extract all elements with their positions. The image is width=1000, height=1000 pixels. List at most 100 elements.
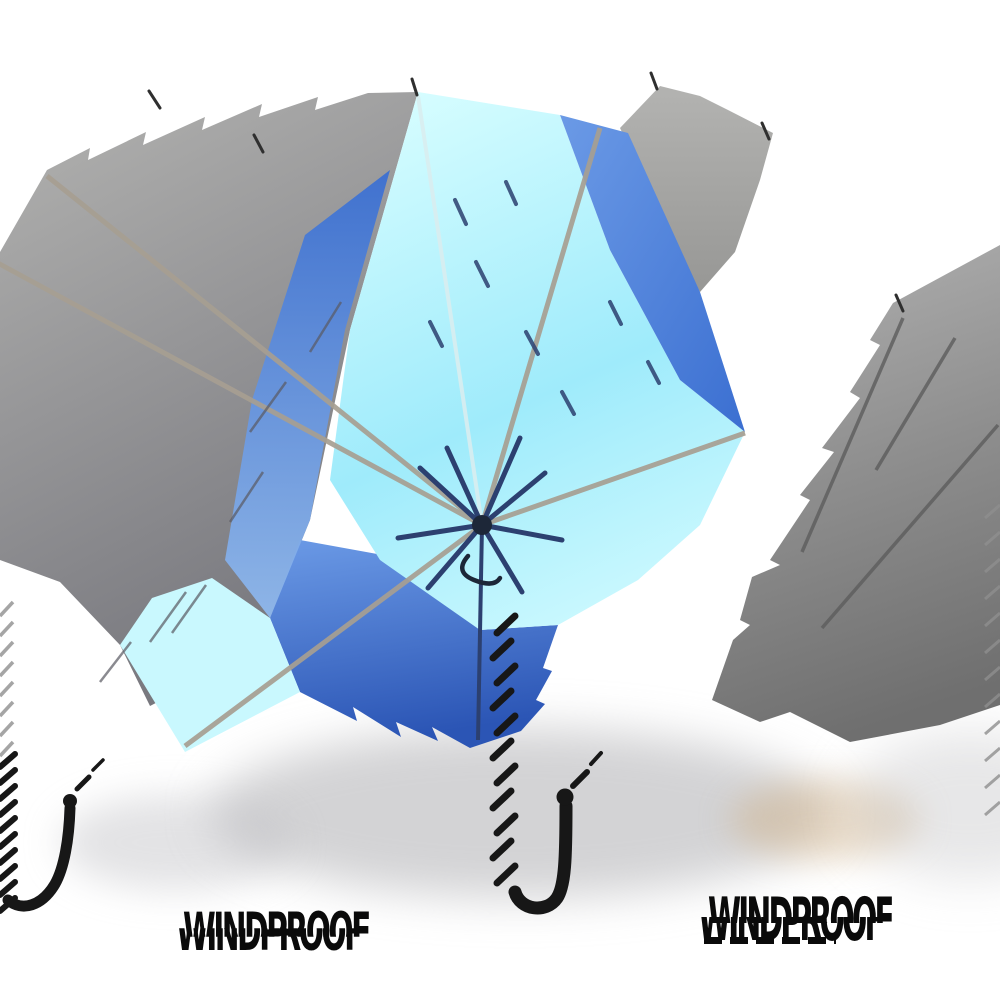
handle-shaft-dash — [489, 837, 515, 862]
hub-spring-curl — [460, 553, 503, 586]
rib-line-navy — [476, 524, 484, 741]
rib-line — [874, 337, 957, 471]
watermark-text-slice: WINDPROOF — [183, 902, 369, 963]
handle-shaft-dash — [489, 737, 515, 762]
glitch-stripe — [984, 530, 1000, 547]
streak — [170, 584, 208, 634]
floor-shadow-left — [60, 795, 290, 890]
stretcher — [425, 522, 485, 591]
glitch-stripe — [0, 620, 15, 638]
handle-shaft-dash — [489, 787, 515, 812]
umbrella-hub — [472, 515, 492, 535]
floor-shadow-main — [210, 728, 830, 898]
stretcher — [479, 522, 525, 595]
handle-ghost-left — [0, 751, 105, 914]
rib-tip — [894, 293, 905, 313]
glitch-stripe — [984, 746, 1000, 763]
rib-line — [820, 423, 1000, 630]
canopy-panel-blue-lower — [270, 540, 558, 748]
glitch-shard — [646, 360, 661, 385]
ghost-dash — [0, 831, 18, 850]
glitch-stripes-right-edge — [984, 503, 1000, 817]
handle-shaft-dash — [493, 812, 519, 837]
handle-shaft-dash — [493, 712, 519, 737]
ghost-tip-dash — [74, 774, 92, 792]
rib-tip-ticks — [147, 71, 905, 313]
watermark-windproof-right: WINDPROOF WINDPROOF — [698, 885, 898, 955]
glitch-stripe — [0, 640, 15, 658]
canopy-panel-gray-wedge — [620, 86, 773, 292]
watermark-text-slice: WINDPROOF — [708, 885, 892, 955]
ghost-dash — [0, 751, 18, 770]
glitch-stripe — [984, 773, 1000, 790]
handle-tip-dash — [589, 751, 603, 766]
ghost-tip-dash — [91, 758, 105, 772]
glitch-shard — [428, 320, 444, 348]
handle-shaft-dash — [493, 662, 519, 687]
streak — [248, 381, 288, 433]
handle-shaft-dash — [493, 862, 519, 887]
ghost-dash — [0, 799, 18, 818]
rib-line — [45, 174, 484, 527]
canopy-panel-gray-right — [712, 245, 1000, 742]
stretcher — [395, 522, 485, 541]
glitch-stripe — [0, 700, 15, 718]
rib-tip — [252, 133, 265, 154]
glitch-stripe — [984, 611, 1000, 628]
glitch-stripe — [0, 680, 15, 698]
umbrella-canopy — [0, 86, 1000, 752]
rib-line — [0, 261, 484, 528]
handle-hook — [508, 799, 573, 915]
rib-tip — [760, 121, 771, 141]
glitch-stripe — [0, 720, 15, 738]
streak — [228, 471, 265, 523]
glitch-stripe — [984, 692, 1000, 709]
umbrella-ribs — [0, 127, 746, 749]
glitch-stripe — [984, 719, 1000, 736]
stretcher — [479, 522, 565, 543]
ghost-dash — [0, 863, 18, 882]
ghost-dash — [0, 767, 18, 786]
handle-tip — [556, 788, 574, 806]
handle-tip-dash — [570, 769, 590, 789]
ghost-hook — [2, 802, 76, 912]
glitch-shard — [504, 180, 518, 206]
stretcher — [479, 470, 548, 528]
stretcher — [417, 465, 485, 528]
hub-stretchers — [395, 435, 565, 595]
rib-tip — [649, 71, 659, 91]
rib-line — [481, 430, 746, 528]
watermark-text-slice: WINDPROOF — [176, 902, 362, 963]
handle-shaft-dash — [493, 612, 519, 637]
rib-tip — [147, 89, 162, 110]
rib-line — [479, 127, 603, 526]
streak — [148, 591, 188, 643]
streak — [99, 641, 132, 683]
glitch-rib-shards — [428, 180, 661, 416]
umbrella-handle — [489, 612, 603, 915]
rib-line-pale — [416, 95, 484, 526]
glitch-stripe — [0, 740, 15, 758]
ghost-dash — [0, 879, 18, 898]
handle-shaft-dash — [489, 687, 515, 712]
handle-shaft-dash — [493, 762, 519, 787]
ghost-dash — [0, 783, 18, 802]
glitch-stripe — [0, 600, 15, 618]
stretcher — [479, 435, 523, 528]
gray-panel-streaks — [99, 301, 343, 683]
canopy-panel-blue-left — [225, 170, 390, 618]
ghost-tip — [63, 794, 77, 808]
canopy-panel-cyan-main — [330, 92, 745, 630]
ghost-dash — [0, 815, 18, 834]
floor-shadow-warm — [730, 780, 920, 860]
rib-line — [183, 522, 484, 749]
glitch-stripes-left-edge — [0, 600, 15, 758]
glitch-shard — [524, 330, 540, 356]
glitch-shard — [560, 390, 576, 416]
glitch-stripe — [984, 584, 1000, 601]
glitch-stripe — [984, 638, 1000, 655]
watermark-windproof-left: WINDPROOF WINDPROOF — [176, 902, 396, 963]
stretcher — [444, 445, 485, 528]
